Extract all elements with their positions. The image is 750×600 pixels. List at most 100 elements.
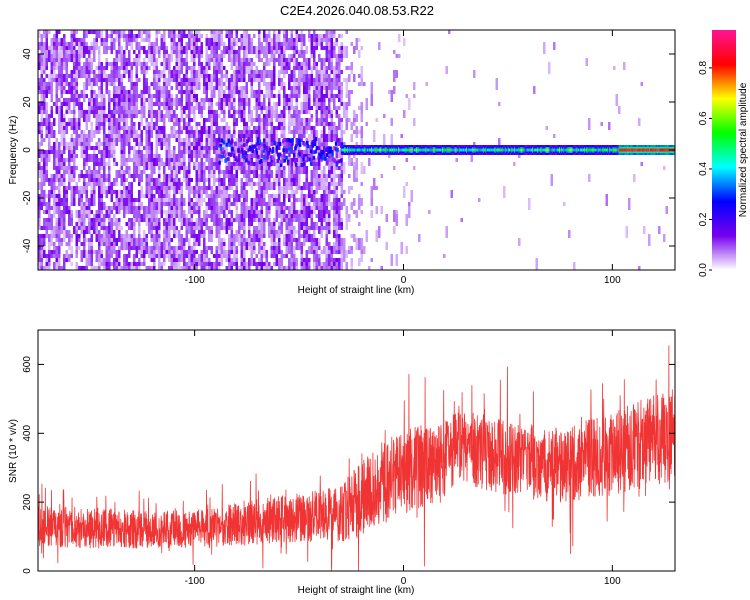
spectrogram-cell <box>200 106 203 114</box>
spectrogram-cell <box>58 198 61 202</box>
spectrogram-cell <box>98 186 101 198</box>
spectrogram-cell <box>223 118 226 122</box>
spectrogram-cell <box>145 98 148 102</box>
spectrogram-cell <box>43 138 46 142</box>
spectrogram-cell <box>243 222 246 226</box>
spectrogram-cell <box>280 170 283 178</box>
spectrogram-cell <box>208 266 211 270</box>
spectrogram-cell <box>183 246 186 250</box>
spectrogram-cell <box>398 34 401 42</box>
spectrogram-cell <box>220 134 223 138</box>
spectrogram-cell <box>68 102 71 110</box>
spectrogram-cell <box>90 242 93 246</box>
spectrogram-cell <box>60 150 63 154</box>
spectrogram-cell <box>128 242 131 246</box>
spectrogram-cell <box>185 42 188 50</box>
spectrogram-cell <box>363 166 366 174</box>
spectrogram-cell <box>270 106 273 118</box>
spectrogram-cell <box>133 134 136 138</box>
spectrogram-cell <box>400 134 403 138</box>
spectrogram-cell <box>308 78 311 90</box>
spectrogram-cell <box>348 246 351 250</box>
spectrogram-cell <box>248 66 251 74</box>
spectrogram-cell <box>78 174 81 178</box>
spectrogram-cell <box>270 250 273 254</box>
spectrogram-cell <box>268 46 271 54</box>
spectrogram-cell <box>313 246 316 250</box>
spectrogram-cell <box>213 150 216 154</box>
spectrogram-cell <box>138 218 141 226</box>
spectrogram-cell <box>288 58 291 62</box>
spectrogram-cell <box>300 50 303 54</box>
spectrogram-cell <box>100 250 103 254</box>
spectrogram-cell <box>130 130 133 134</box>
spectrogram-cell <box>158 266 161 270</box>
spectrogram-cell <box>170 266 173 270</box>
spectrogram-cell <box>200 254 203 258</box>
spectrogram-cell <box>208 262 211 266</box>
spectrogram-cell <box>183 254 186 266</box>
spectrogram-cell <box>160 210 163 218</box>
spectrogram-cell <box>63 82 66 86</box>
spectrogram-cell <box>100 222 103 226</box>
spectrogram-cell <box>326 160 329 165</box>
spectrogram-cell <box>193 202 196 214</box>
spectrogram-cell <box>68 50 71 54</box>
spectrogram-cell <box>120 170 123 174</box>
spectrogram-cell <box>395 70 398 78</box>
spectrogram-cell <box>298 38 301 42</box>
spectrogram-cell <box>285 190 288 194</box>
spectrogram-cell <box>200 150 203 162</box>
spectrogram-cell <box>53 186 56 190</box>
spectrogram-cell <box>183 90 186 94</box>
spectrogram-cell <box>48 126 51 134</box>
spectrogram-cell <box>300 234 303 238</box>
spectrogram-cell <box>163 62 166 70</box>
spectrogram-cell <box>120 30 123 38</box>
spectrogram-cell <box>313 150 316 155</box>
spectrogram-cell <box>283 30 286 34</box>
spectrogram-cell <box>45 174 48 182</box>
spectrogram-cell <box>158 106 161 110</box>
spectrogram-cell <box>308 38 311 42</box>
spectrogram-cell <box>238 102 241 106</box>
spectrogram-cell <box>292 157 296 162</box>
spectrogram-cell <box>108 62 111 66</box>
spectrogram-cell <box>53 226 56 238</box>
spectrogram-cell <box>133 126 136 130</box>
spectrogram-cell <box>210 186 213 198</box>
spectrogram-cell <box>205 142 208 154</box>
spectrogram-cell <box>295 198 298 202</box>
spectrogram-cell <box>325 158 328 162</box>
spectrogram-cell <box>258 106 261 110</box>
spectrogram-cell <box>115 190 118 198</box>
spectrogram-cell <box>304 156 308 161</box>
spectrogram-cell <box>320 266 323 270</box>
spectrogram-cell <box>158 50 161 54</box>
spectrogram-cell <box>115 198 118 210</box>
spectrogram-cell <box>243 202 246 214</box>
spectrogram-cell <box>325 230 328 234</box>
spectrogram-cell <box>228 258 231 262</box>
spectrogram-cell <box>268 118 271 122</box>
spectrogram-cell <box>240 86 243 98</box>
spectrogram-cell <box>160 102 163 106</box>
spectrogram-cell <box>285 42 288 46</box>
spectrogram-cell <box>165 230 168 242</box>
spectrogram-cell <box>125 258 128 270</box>
spectrogram-cell <box>163 94 166 106</box>
spectrogram-cell <box>188 194 191 202</box>
spectrogram-cell <box>373 178 376 190</box>
spectrogram-cell <box>370 186 373 198</box>
spectrogram-cell <box>230 82 233 90</box>
spectrogram-cell <box>405 182 408 186</box>
spectrogram-cell <box>155 110 158 122</box>
spectrogram-cell <box>78 198 81 206</box>
spectrogram-cell <box>58 258 61 266</box>
spectrogram-cell <box>258 262 261 266</box>
spectrogram-cell <box>247 160 250 165</box>
spectrogram-cell <box>250 118 253 126</box>
spectrogram-cell <box>279 159 282 164</box>
spectrogram-cell <box>128 154 131 162</box>
spectrogram-cell <box>170 258 173 266</box>
